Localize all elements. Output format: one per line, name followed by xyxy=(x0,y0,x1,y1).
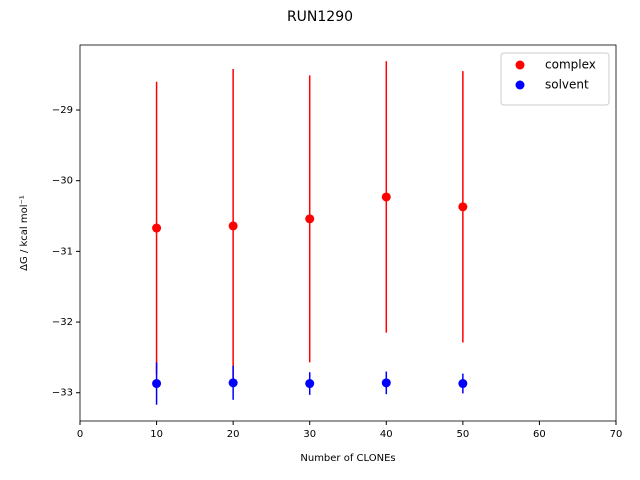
point xyxy=(305,214,315,224)
legend-box xyxy=(500,52,610,106)
point xyxy=(381,192,391,202)
x-tick-label: 20 xyxy=(227,429,240,440)
x-tick-label: 30 xyxy=(303,429,316,440)
plot-frame xyxy=(79,44,617,422)
y-tick-label: −31 xyxy=(52,246,73,257)
point xyxy=(458,202,468,212)
point xyxy=(228,378,238,388)
y-tick-label: −30 xyxy=(52,176,73,187)
chart-title: RUN1290 xyxy=(287,9,353,25)
y-tick-label: −29 xyxy=(52,105,73,116)
y-tick-label: −32 xyxy=(52,317,73,328)
legend-label: solvent xyxy=(545,78,589,92)
y-tick-label: −33 xyxy=(52,388,73,399)
y-axis-label: ΔG / kcal mol⁻¹ xyxy=(19,195,30,271)
legend-marker xyxy=(515,80,525,90)
legend-label: complex xyxy=(545,58,596,72)
x-tick-label: 40 xyxy=(380,429,393,440)
point xyxy=(152,223,162,233)
point xyxy=(228,221,238,231)
legend-marker xyxy=(515,60,525,70)
point xyxy=(458,379,468,389)
x-tick-label: 50 xyxy=(456,429,469,440)
x-tick-label: 60 xyxy=(533,429,546,440)
x-axis-label: Number of CLONEs xyxy=(300,453,395,464)
point xyxy=(152,379,162,389)
point xyxy=(381,378,391,388)
x-tick-label: 0 xyxy=(77,429,83,440)
x-tick-label: 70 xyxy=(610,429,623,440)
point xyxy=(305,379,315,389)
x-tick-label: 10 xyxy=(150,429,163,440)
